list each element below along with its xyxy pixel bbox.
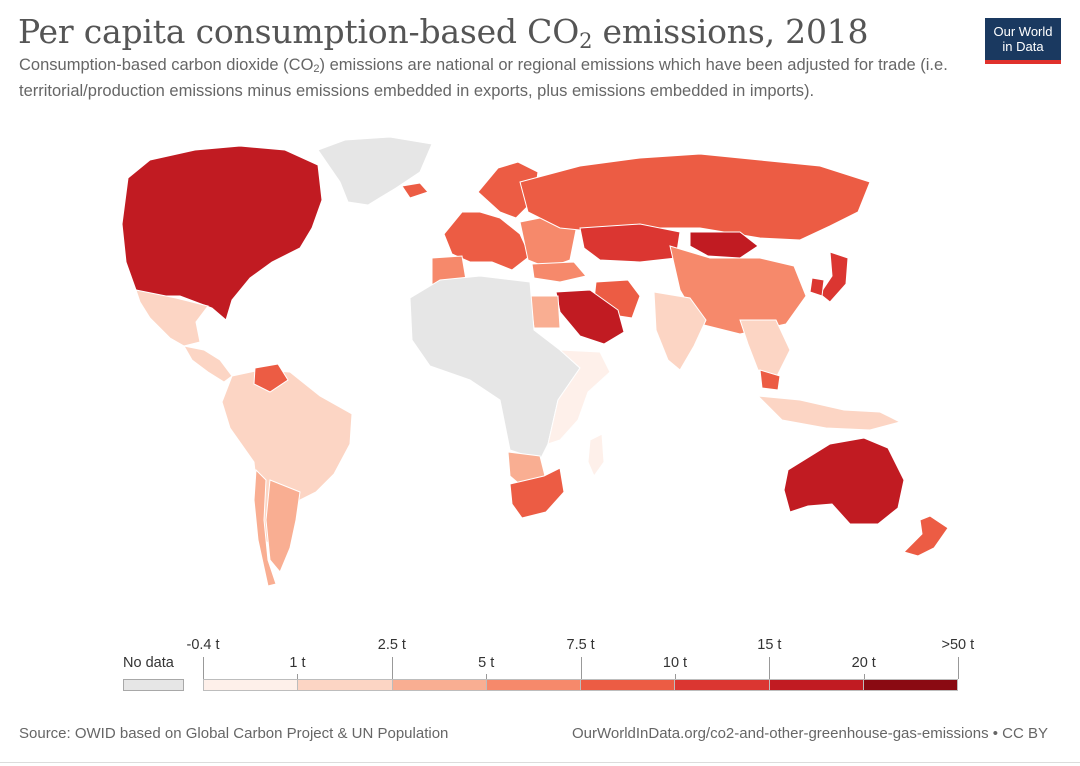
no-data-swatch[interactable] — [123, 679, 184, 691]
legend-tick-upper: 7.5 t — [566, 637, 595, 653]
legend-bin-4[interactable] — [581, 679, 676, 691]
region-madagascar[interactable] — [587, 433, 605, 478]
region-southeast-asia[interactable] — [739, 319, 791, 379]
region-japan[interactable] — [819, 251, 849, 303]
legend-bin-7[interactable] — [863, 679, 958, 691]
legend-tick-lower: 10 t — [662, 655, 688, 671]
legend-tick-lower: 20 t — [851, 655, 876, 671]
legend-tick — [203, 657, 204, 679]
color-scale — [203, 679, 958, 691]
legend-tick-upper: -0.4 t — [186, 637, 220, 653]
region-central-america[interactable] — [183, 345, 233, 383]
region-chile[interactable] — [253, 468, 277, 587]
legend-tick-lower: 5 t — [478, 655, 495, 671]
legend-tick-upper: >50 t — [941, 637, 975, 653]
region-turkey[interactable] — [531, 261, 587, 283]
region-south-america[interactable] — [221, 369, 353, 549]
owid-logo[interactable]: Our World in Data — [985, 18, 1061, 64]
legend-bin-1[interactable] — [298, 679, 393, 691]
legend-tick — [486, 674, 488, 679]
region-india[interactable] — [653, 291, 707, 371]
source-note[interactable]: Source: OWID based on Global Carbon Proj… — [19, 725, 449, 742]
legend-bin-6[interactable] — [769, 679, 864, 691]
region-new-zealand[interactable] — [903, 515, 949, 557]
region-egypt[interactable] — [529, 295, 561, 329]
region-venezuela[interactable] — [253, 363, 289, 393]
legend-tick — [769, 657, 771, 679]
region-australia[interactable] — [783, 437, 905, 525]
region-kazakhstan[interactable] — [579, 223, 681, 263]
legend-tick — [391, 657, 393, 679]
region-sub-saharan-africa[interactable] — [547, 349, 611, 445]
subtitle: Consumption-based carbon dioxide (CO2) e… — [19, 56, 948, 100]
legend-bin-2[interactable] — [392, 679, 487, 691]
legend-tick — [958, 657, 959, 679]
legend-tick-lower: 1 t — [289, 655, 306, 671]
legend-tick — [297, 674, 299, 679]
legend-bin-0[interactable] — [203, 679, 299, 691]
region-russia[interactable] — [519, 153, 871, 241]
page-title: Per capita consumption-based CO2 emissio… — [18, 12, 869, 53]
no-data-label: No data — [123, 655, 174, 671]
footer-divider — [0, 762, 1080, 763]
credit-link[interactable]: OurWorldInData.org/co2-and-other-greenho… — [571, 725, 1048, 742]
region-saudi-arabia[interactable] — [555, 289, 625, 345]
legend-tick — [863, 674, 865, 679]
region-iceland[interactable] — [401, 182, 429, 199]
legend-tick — [580, 657, 582, 679]
region-indonesia[interactable] — [756, 395, 902, 431]
legend-bin-3[interactable] — [486, 679, 581, 691]
region-greenland[interactable] — [317, 136, 433, 206]
legend-bin-5[interactable] — [675, 679, 770, 691]
region-malaysia[interactable] — [759, 369, 781, 391]
region-south-korea[interactable] — [809, 277, 825, 297]
legend-tick-upper: 2.5 t — [377, 637, 406, 653]
legend-tick-upper: 15 t — [757, 637, 782, 653]
region-mexico[interactable] — [135, 289, 209, 347]
legend-tick — [674, 674, 676, 679]
region-south-africa[interactable] — [509, 467, 565, 519]
region-argentina[interactable] — [265, 479, 301, 573]
world-map[interactable] — [0, 128, 1080, 628]
